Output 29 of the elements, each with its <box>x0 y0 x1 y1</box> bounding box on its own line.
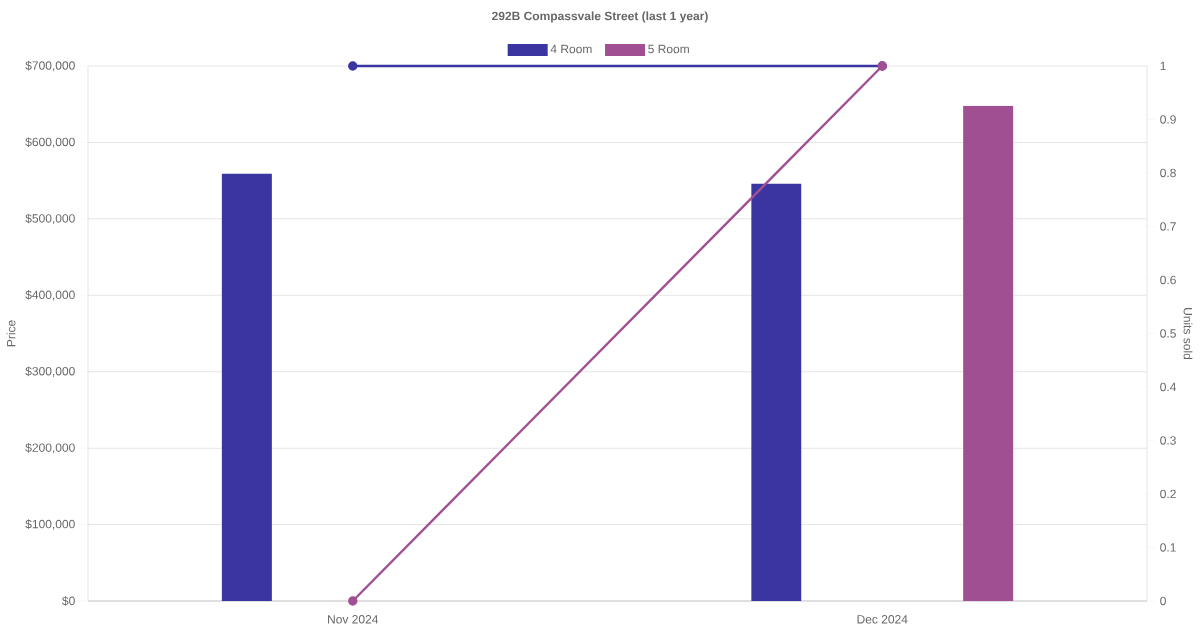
bar <box>751 183 802 601</box>
x-tick-label: Nov 2024 <box>328 615 379 624</box>
legend-label: 4 Room <box>550 44 592 54</box>
y2-tick-label: 0.8 <box>1160 168 1176 178</box>
y2-tick-label: 0.7 <box>1160 222 1176 231</box>
bar <box>221 173 272 601</box>
y2-tick-label: 0.5 <box>1160 329 1176 338</box>
y2-tick-label: 0.2 <box>1160 489 1176 499</box>
y2-tick-label: 1 <box>1160 61 1166 71</box>
y2-tick-label: 0.3 <box>1160 436 1176 445</box>
y-tick-label: $200,000 <box>25 442 75 454</box>
y-tick-label: $500,000 <box>25 213 75 225</box>
y-axis-title: Price <box>6 320 16 347</box>
bar <box>963 105 1014 601</box>
y2-tick-label: 0.6 <box>1160 275 1176 285</box>
y-tick-label: $100,000 <box>25 519 75 530</box>
y-tick-label: $400,000 <box>25 290 75 301</box>
legend-label: 5 Room <box>648 44 689 54</box>
y-tick-label: $600,000 <box>25 137 75 148</box>
chart-title: 292B Compassvale Street (last 1 year) <box>492 11 708 23</box>
y2-axis-title: Units sold <box>1183 308 1193 360</box>
y-tick-label: $0 <box>62 596 75 606</box>
x-tick-label: Dec 2024 <box>857 615 908 624</box>
y2-tick-label: 0.1 <box>1160 543 1176 552</box>
y2-tick-label: 0 <box>1160 596 1166 606</box>
y-tick-label: $700,000 <box>25 60 75 72</box>
y-tick-label: $300,000 <box>25 366 75 377</box>
y2-tick-label: 0.9 <box>1160 115 1176 124</box>
y2-tick-label: 0.4 <box>1160 382 1177 392</box>
